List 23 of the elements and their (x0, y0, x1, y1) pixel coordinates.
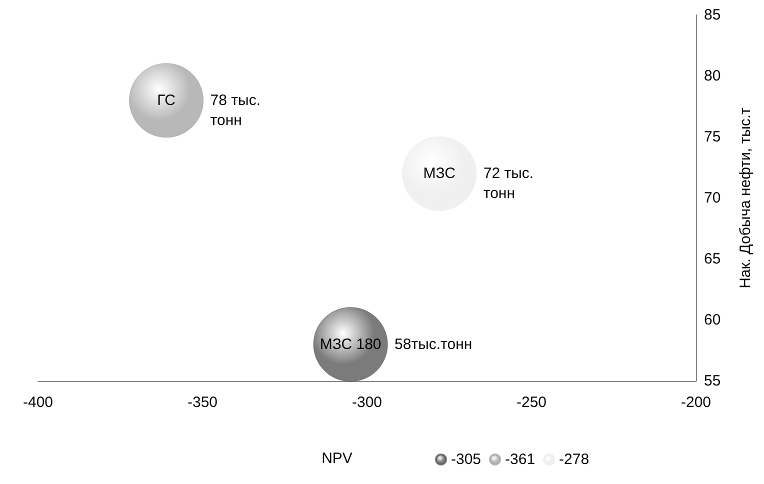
legend-label: -278 (559, 451, 590, 468)
y-tick-label: 60 (704, 312, 721, 328)
annotation: 58тыс.тонн (394, 336, 472, 353)
annotation: МЗС 180 (320, 336, 382, 353)
y-axis-title: Нак. Добыча нефти, тыс.т (737, 107, 754, 288)
x-tick-label: -400 (22, 394, 54, 411)
y-tick-label: 65 (704, 250, 721, 268)
x-tick-label: -250 (516, 394, 547, 411)
y-tick-label: 55 (704, 372, 721, 390)
y-tick-label: 85 (704, 6, 721, 24)
legend-label: -305 (451, 451, 482, 468)
annotation: ГС (157, 92, 176, 109)
annotation: 72 тыс. тонн (483, 165, 534, 202)
annotation: МЗС (423, 165, 456, 182)
y-tick-label: 70 (704, 190, 721, 206)
x-tick-label: -300 (352, 394, 382, 411)
x-tick-label: -200 (680, 394, 712, 411)
legend-label: -361 (505, 451, 536, 468)
y-tick-label: 80 (704, 68, 721, 84)
annotation: 78 тыс. тонн (210, 92, 260, 129)
y-tick-label: 75 (704, 128, 721, 146)
x-axis-title: NPV (322, 450, 352, 467)
x-tick-label: -350 (187, 394, 218, 411)
